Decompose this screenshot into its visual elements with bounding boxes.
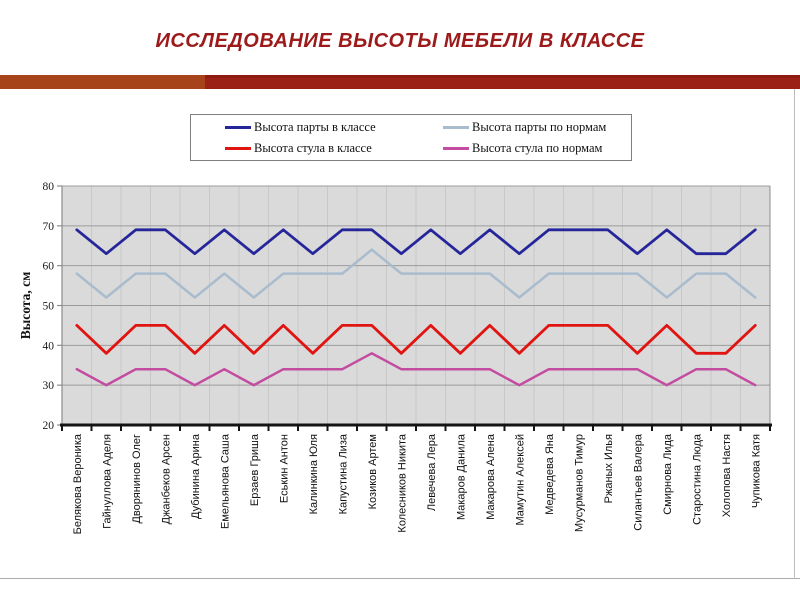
y-axis-tick-label: 20 <box>43 420 55 432</box>
y-axis-title: Высота, см <box>18 272 33 340</box>
x-axis-label: Джанбеков Арсен <box>160 434 172 524</box>
slide-title: ИССЛЕДОВАНИЕ ВЫСОТЫ МЕБЕЛИ В КЛАССЕ <box>155 30 645 52</box>
legend-item: Высота парты в классе <box>225 120 443 135</box>
x-axis-label: Козиков Артем <box>367 434 379 509</box>
legend-label: Высота стула в классе <box>254 140 372 155</box>
series-line-3 <box>75 352 757 387</box>
x-axis-label: Ржаных Илья <box>603 434 615 503</box>
x-axis-label: Силантьев Валера <box>632 433 644 531</box>
x-axis-label: Макарова Алена <box>485 433 497 520</box>
x-axis-label: Емельянова Саша <box>219 433 231 529</box>
x-axis-label: Белякова Вероника <box>72 433 84 534</box>
y-axis-tick-label: 30 <box>43 380 55 392</box>
slide-bottom-border <box>0 578 800 579</box>
legend-item: Высота парты по нормам <box>443 120 631 135</box>
y-axis-tick-label: 70 <box>43 221 55 233</box>
legend-line-sample-chair-norm <box>443 146 469 150</box>
legend-label: Высота парты в классе <box>254 119 376 134</box>
x-axis-label: Дворянинов Олег <box>131 434 143 524</box>
slide-right-border <box>794 89 795 579</box>
x-axis-label: Дубинина Арина <box>190 433 202 519</box>
x-axis-label: Левечева Лера <box>426 433 438 511</box>
chart-legend: Высота парты в классе Высота парты по но… <box>190 114 632 161</box>
y-axis-tick-label: 80 <box>43 181 55 193</box>
x-axis-label: Гайнуллова Аделя <box>101 434 113 529</box>
legend-label: Высота стула по нормам <box>472 140 603 155</box>
legend-item: Высота стула в классе <box>225 141 443 156</box>
x-axis-label: Старостина Люда <box>691 433 703 525</box>
x-axis-label: Ерзаев Гриша <box>249 433 261 506</box>
x-axis-label: Мусурманов Тимур <box>573 434 585 532</box>
x-axis-label: Смирнова Лида <box>662 433 674 515</box>
x-axis-label: Медведева Яна <box>544 433 556 515</box>
legend-item: Высота стула по нормам <box>443 141 631 156</box>
legend-line-sample-chair-class <box>225 146 251 150</box>
x-axis-label: Калинкина Юля <box>308 434 320 514</box>
legend-line-sample-desk-class <box>225 125 251 129</box>
series-line-1 <box>75 248 757 299</box>
x-axis-label: Еськин Антон <box>278 434 290 503</box>
divider-bar-left <box>0 75 205 89</box>
legend-label: Высота парты по нормам <box>472 119 607 134</box>
divider-bar-right <box>205 75 800 89</box>
chart-plot: 20 30 40 50 60 70 80 Белякова Вероника Гайнуллов… <box>18 181 772 534</box>
y-axis-tick-label: 50 <box>43 301 55 313</box>
y-axis-tick-label: 60 <box>43 261 55 273</box>
series-line-0 <box>75 228 757 256</box>
x-axis-label: Макаров Данила <box>455 433 467 520</box>
y-axis-tick-label: 40 <box>43 340 55 352</box>
series-line-2 <box>75 323 757 355</box>
x-axis-label: Мамутин Алексей <box>514 434 526 525</box>
x-axis-label: Холопова Настя <box>721 434 733 517</box>
legend-line-sample-desk-norm <box>443 125 469 129</box>
x-axis-label: Колесников Никита <box>396 433 408 532</box>
x-axis-label: Капустина Лиза <box>337 433 349 514</box>
x-axis-label: Чупикова Катя <box>750 434 762 508</box>
